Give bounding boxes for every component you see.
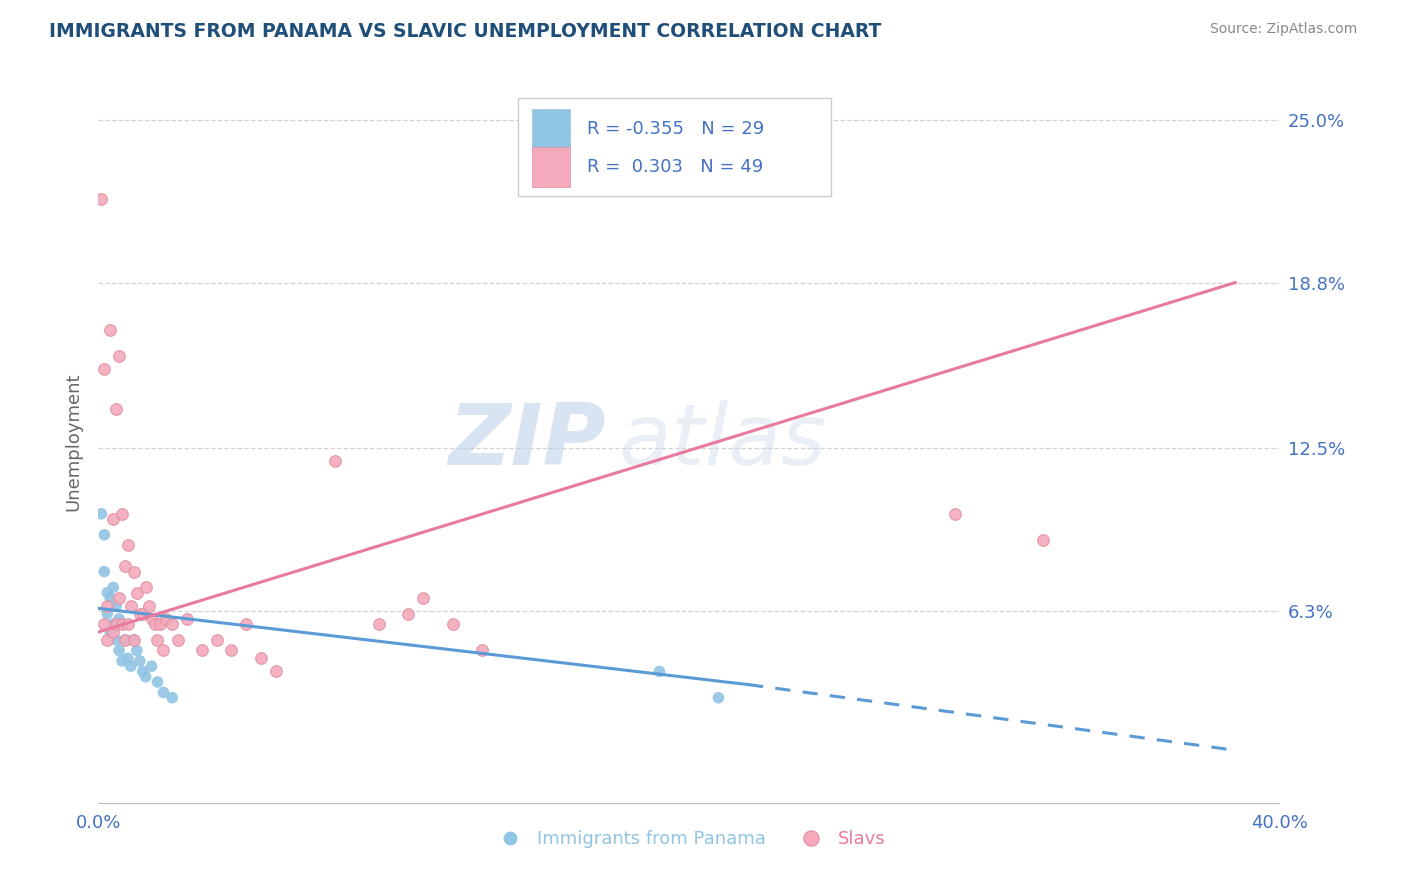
Text: R = -0.355   N = 29: R = -0.355 N = 29 [588,120,765,137]
Point [135,580,157,594]
Point [155,612,177,626]
Point [90,192,112,206]
Point [205,632,228,647]
Point [250,651,273,665]
Point [120,659,142,673]
Point [111,507,134,521]
Point [98,591,121,605]
Y-axis label: Unemployment: Unemployment [65,372,83,511]
Point [108,591,131,605]
Point [103,617,125,632]
Point [93,565,115,579]
Point [176,612,198,626]
Point [111,654,134,668]
Point [105,599,128,613]
Point [167,632,190,647]
Point [132,607,155,621]
Point [141,612,163,626]
Point [114,559,136,574]
Point [105,617,128,632]
Bar [531,109,569,149]
Point [146,675,169,690]
Point [235,617,257,632]
Point [96,607,118,621]
Point [128,607,150,621]
Point [105,401,128,416]
Point [191,643,214,657]
Point [103,580,125,594]
Point [152,643,174,657]
Point [264,665,287,679]
Point [96,632,118,647]
Text: IMMIGRANTS FROM PANAMA VS SLAVIC UNEMPLOYMENT CORRELATION CHART: IMMIGRANTS FROM PANAMA VS SLAVIC UNEMPLO… [49,22,882,41]
Point [162,617,183,632]
Point [114,632,136,647]
Point [111,617,134,632]
Point [138,599,160,613]
Bar [531,147,569,186]
Text: Source: ZipAtlas.com: Source: ZipAtlas.com [1209,22,1357,37]
Point [117,617,139,632]
Point [108,643,131,657]
Point [1032,533,1054,547]
Point [221,643,243,657]
Point [122,632,145,647]
Point [125,585,148,599]
Point [93,362,115,376]
Point [98,625,121,640]
Point [943,507,966,521]
Point [120,599,142,613]
Point [149,617,172,632]
Point [471,643,494,657]
Point [152,685,174,699]
Point [122,632,145,647]
Point [103,625,125,640]
Point [707,690,730,705]
Point [93,617,115,632]
Point [96,599,118,613]
Point [103,512,125,526]
Point [125,643,148,657]
Point [108,349,131,363]
Legend: Immigrants from Panama, Slavs: Immigrants from Panama, Slavs [485,822,893,855]
Point [135,670,157,684]
FancyBboxPatch shape [517,98,831,196]
Point [141,659,163,673]
Point [648,665,671,679]
Text: ZIP: ZIP [449,400,606,483]
Point [122,565,145,579]
Point [162,690,183,705]
Point [96,585,118,599]
Point [117,651,139,665]
Text: R =  0.303   N = 49: R = 0.303 N = 49 [588,158,763,176]
Point [412,591,434,605]
Point [114,632,136,647]
Point [117,538,139,552]
Point [132,665,155,679]
Text: atlas: atlas [619,400,827,483]
Point [105,632,128,647]
Point [143,617,166,632]
Point [108,612,131,626]
Point [111,617,134,632]
Point [146,632,169,647]
Point [98,323,121,337]
Point [368,617,391,632]
Point [90,507,112,521]
Point [398,607,420,621]
Point [93,528,115,542]
Point [441,617,464,632]
Point [323,454,346,468]
Point [128,654,150,668]
